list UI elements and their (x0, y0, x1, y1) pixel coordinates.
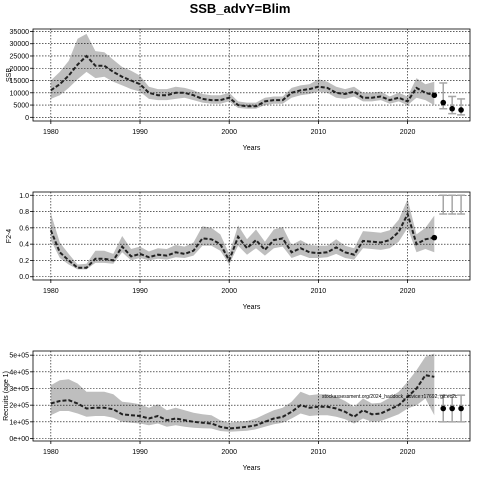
forecast-point (440, 405, 447, 412)
y-tick-label: 0e+00 (9, 436, 29, 443)
series-line (50, 54, 435, 108)
y-tick-label: 4e+05 (9, 369, 29, 376)
plot-frame (32, 28, 471, 122)
y-tick-label: 25000 (10, 53, 30, 60)
y-axis-label: SSB (6, 68, 13, 82)
data-point-last (431, 234, 438, 241)
confidence-band (50, 199, 435, 270)
figure-title: SSB_advY=Blim (189, 1, 291, 16)
panel-3: 1980 1990 2000 2010 2020 0e+00 1e+05 2e+05 3e+05… (3, 350, 471, 472)
annotation-text: stockassessment.org/2024_haddock_advice:… (322, 394, 458, 400)
y-axis-label: Recruits (age 1) (3, 371, 10, 421)
confidence-band (50, 33, 435, 109)
x-tick-label: 1990 (132, 129, 148, 136)
y-tick-label: 0.6 (19, 225, 29, 232)
panel-1: 1980 1990 2000 2010 2020 0 5000 10000 15000 20000… (6, 28, 471, 152)
x-tick-label: 2020 (400, 129, 416, 136)
x-tick-label: 1990 (132, 449, 148, 456)
forecast-point (458, 405, 464, 412)
y-tick-label: 5e+05 (9, 353, 29, 360)
y-tick-label: 2e+05 (9, 403, 29, 410)
x-axis-label: Years (243, 304, 261, 311)
confidence-band (50, 353, 435, 432)
x-axis-label: Years (243, 465, 261, 472)
y-tick-label: 20000 (10, 66, 30, 73)
forecast-point (449, 105, 455, 112)
y-tick-label: 35000 (10, 29, 30, 36)
x-tick-label: 2010 (311, 129, 327, 136)
plot-frame (32, 350, 471, 442)
panel-2: 1980 1990 2000 2010 2020 0.0 0.2 0.4 0.6 0.8 1.0 Ye… (6, 191, 471, 311)
x-tick-label: 2020 (400, 288, 416, 295)
x-tick-label: 1980 (43, 129, 59, 136)
y-tick-label: 0.2 (19, 258, 29, 265)
forecast-point (440, 99, 447, 106)
x-tick-label: 2010 (311, 449, 327, 456)
y-tick-label: 3e+05 (9, 386, 29, 393)
x-tick-label: 2000 (221, 449, 237, 456)
series-line (50, 374, 435, 430)
y-tick-label: 10000 (10, 90, 30, 97)
forecast-point (449, 405, 455, 412)
y-tick-label: 15000 (10, 78, 30, 85)
y-axis-label: F2-4 (6, 229, 13, 244)
y-tick-label: 0.8 (19, 209, 29, 216)
y-tick-label: 30000 (10, 41, 30, 48)
y-tick-label: 0.0 (19, 274, 29, 281)
series-line (49, 211, 435, 269)
x-tick-label: 1990 (132, 288, 148, 295)
y-tick-label: 0 (25, 115, 29, 122)
forecast-point (431, 92, 438, 99)
x-tick-label: 2000 (221, 129, 237, 136)
y-tick-label: 1e+05 (9, 419, 29, 426)
x-axis-label: Years (243, 145, 261, 152)
plot-frame (32, 191, 471, 281)
x-tick-label: 1980 (43, 449, 59, 456)
x-tick-label: 2010 (311, 288, 327, 295)
y-tick-label: 1.0 (19, 193, 29, 200)
forecast-point (458, 107, 464, 113)
y-tick-label: 0.4 (19, 242, 29, 249)
x-tick-label: 1980 (43, 288, 59, 295)
x-tick-label: 2000 (221, 288, 237, 295)
y-tick-label: 5000 (13, 103, 29, 110)
x-tick-label: 2020 (400, 449, 416, 456)
